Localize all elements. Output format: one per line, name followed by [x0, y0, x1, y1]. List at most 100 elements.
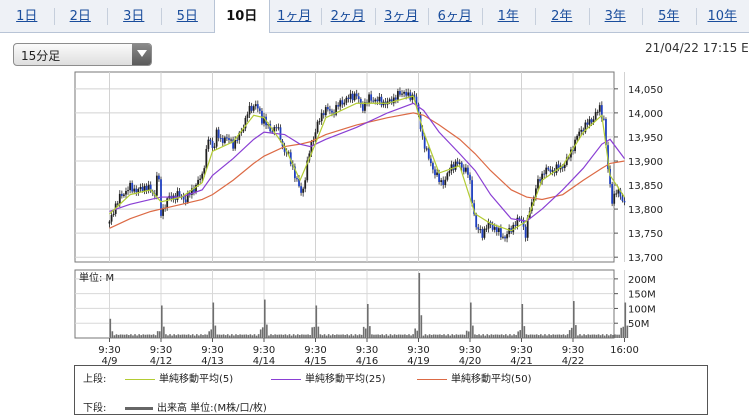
tab-11[interactable]: 2年	[551, 9, 573, 24]
volume-bar	[319, 334, 322, 338]
volume-bar	[247, 334, 250, 338]
candle-body	[337, 105, 340, 107]
volume-bar	[476, 334, 478, 338]
volume-bar	[241, 334, 243, 338]
volume-bar	[612, 334, 614, 338]
volume-bar	[420, 315, 423, 338]
volume-bar	[266, 324, 268, 338]
tab-6[interactable]: 1ヶ月	[277, 9, 312, 24]
tab-8[interactable]: 3ヶ月	[384, 9, 419, 24]
candle-body	[162, 207, 164, 216]
candle-body	[368, 94, 370, 103]
volume-bar	[358, 334, 361, 338]
ma5-swatch	[125, 378, 155, 380]
candle-body	[526, 217, 529, 238]
volume-bar	[309, 335, 311, 338]
tab-1[interactable]: 1日	[16, 9, 38, 24]
volume-bar	[517, 331, 519, 338]
candle-body	[236, 139, 239, 141]
legend-upper-row: 上段: 単純移動平均(5) 単純移動平均(25) 単純移動平均(50)	[83, 370, 532, 385]
volume-bar	[544, 334, 546, 338]
volume-bar	[350, 334, 353, 338]
tab-4[interactable]: 5日	[176, 9, 198, 24]
candle-body	[269, 124, 272, 132]
volume-bar	[334, 334, 336, 338]
volume-bar	[212, 302, 215, 338]
x-tick-time: 9:30	[356, 345, 378, 356]
tab-9[interactable]: 6ヶ月	[437, 9, 472, 24]
volume-bar	[478, 334, 480, 338]
x-tick-time: 9:30	[98, 345, 120, 356]
candle-body	[133, 188, 136, 192]
candle-body	[207, 139, 210, 149]
volume-bar	[531, 334, 534, 338]
tab-10[interactable]: 1年	[497, 9, 519, 24]
volume-bar	[426, 335, 429, 338]
candle-body	[341, 100, 344, 105]
volume-bar	[515, 335, 517, 338]
candle-body	[467, 167, 469, 175]
volume-bar	[537, 335, 540, 338]
volume-bar	[208, 331, 210, 338]
volume-bar	[253, 334, 256, 338]
y-tick-label: 14,000	[628, 109, 663, 120]
candle-body	[125, 191, 127, 195]
candle-body	[399, 91, 401, 95]
volume-bar	[428, 334, 431, 338]
x-tick-date: 4/19	[407, 356, 429, 366]
volume-bar	[327, 334, 330, 338]
volume-bar	[280, 334, 283, 338]
candle-body	[357, 96, 360, 100]
y-tick-label: 13,900	[628, 157, 663, 168]
volume-bar	[152, 334, 155, 338]
tab-3[interactable]: 3日	[123, 9, 145, 24]
tab-12[interactable]: 3年	[604, 9, 626, 24]
candle-body	[353, 93, 356, 101]
candle-body	[137, 188, 140, 193]
volume-bar	[437, 334, 439, 338]
tab-separator	[588, 8, 590, 25]
volume-bar	[121, 334, 124, 338]
volume-bar	[486, 334, 489, 338]
volume-bar	[325, 335, 328, 338]
volume-bar	[566, 334, 569, 338]
volume-bar	[175, 335, 178, 338]
volume-bar	[525, 334, 528, 338]
volume-bar	[115, 334, 118, 338]
volume-bar	[303, 334, 305, 338]
y-tick-label: 13,700	[628, 253, 663, 264]
volume-bar	[498, 334, 501, 338]
dropdown-button[interactable]	[132, 44, 151, 65]
volume-bar	[109, 318, 112, 338]
candle-body	[285, 151, 288, 154]
candle-body	[234, 139, 237, 149]
volume-bar	[560, 334, 563, 338]
candle-body	[487, 221, 490, 229]
candle-body	[481, 229, 484, 238]
volume-bar	[317, 326, 320, 338]
tab-14[interactable]: 10年	[707, 9, 738, 24]
tab-13[interactable]: 5年	[658, 9, 680, 24]
candle-body	[504, 236, 506, 239]
volume-bar	[601, 334, 604, 338]
candle-body	[580, 129, 583, 132]
interval-select[interactable]: 15分足	[13, 43, 152, 66]
tab-separator	[695, 8, 697, 25]
volume-bar	[535, 334, 538, 338]
candle-body	[617, 189, 620, 194]
candle-body	[143, 185, 146, 191]
candle-body	[502, 236, 504, 238]
volume-bar	[480, 335, 482, 338]
volume-bar	[511, 335, 513, 338]
tab-2[interactable]: 2日	[69, 9, 91, 24]
tab-5[interactable]: 10日	[214, 0, 270, 33]
x-tick-time: 9:30	[407, 345, 429, 356]
candle-body	[479, 229, 482, 231]
candle-body	[209, 139, 212, 141]
tab-7[interactable]: 2ヶ月	[330, 9, 365, 24]
volume-bar	[352, 335, 355, 338]
volume-bar	[494, 334, 497, 338]
candle-body	[331, 110, 333, 113]
chevron-down-icon	[137, 50, 147, 57]
candle-body	[621, 196, 624, 201]
